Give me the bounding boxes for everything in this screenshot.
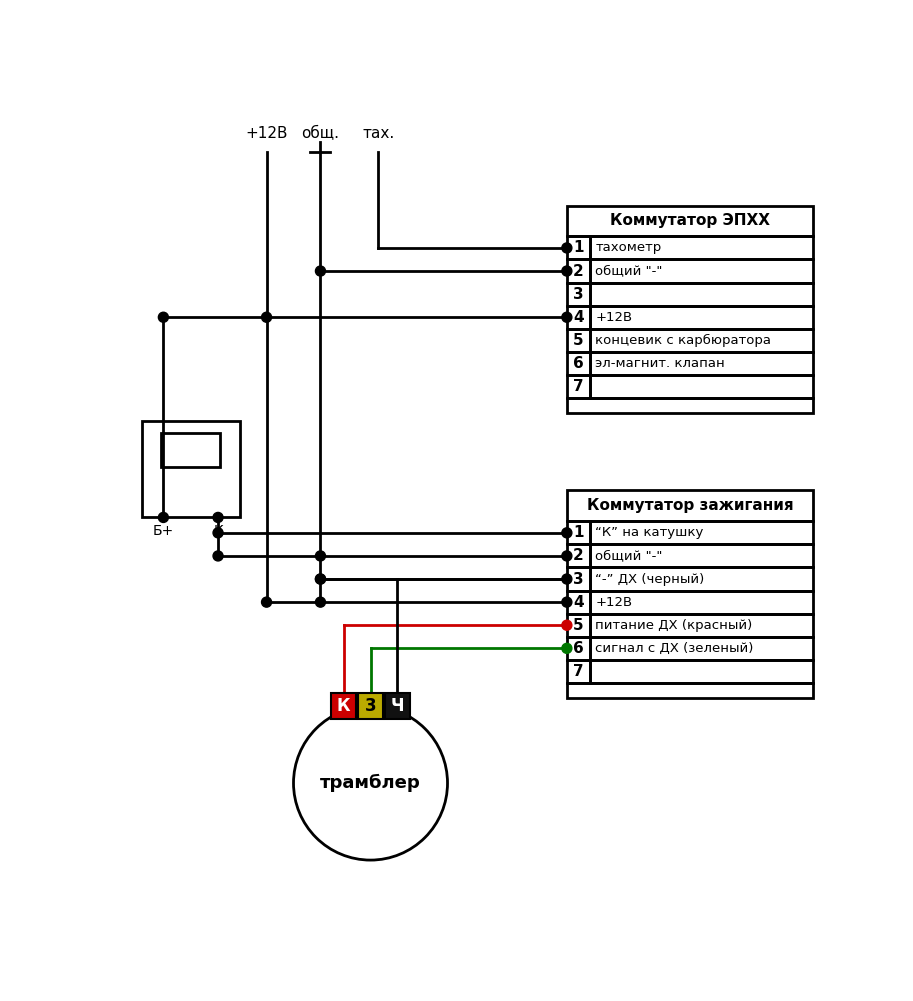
Text: Ч: Ч (391, 697, 404, 715)
Text: Коммутатор зажигания: Коммутатор зажигания (587, 498, 793, 514)
Circle shape (316, 266, 325, 276)
Text: концевик с карбюратора: концевик с карбюратора (595, 333, 771, 347)
Text: 4: 4 (573, 595, 583, 610)
Text: Б+: Б+ (152, 524, 174, 538)
Text: питание ДХ (красный): питание ДХ (красный) (595, 619, 752, 632)
Text: эл-магнит. клапан: эл-магнит. клапан (595, 357, 725, 370)
Circle shape (316, 574, 325, 584)
Bar (331, 694, 356, 719)
Circle shape (561, 528, 572, 538)
Text: +12В: +12В (595, 310, 633, 323)
Text: 2: 2 (573, 263, 583, 278)
Circle shape (561, 621, 572, 631)
Text: К: К (213, 524, 223, 538)
Text: 2: 2 (573, 549, 583, 564)
Text: +12В: +12В (246, 126, 288, 141)
Circle shape (213, 528, 223, 538)
Text: 3: 3 (364, 697, 376, 715)
Text: общ.: общ. (301, 126, 340, 141)
Text: трамблер: трамблер (320, 774, 421, 792)
Circle shape (561, 574, 572, 584)
Text: “-” ДХ (черный): “-” ДХ (черный) (595, 573, 705, 586)
Text: 6: 6 (573, 356, 583, 371)
Circle shape (261, 598, 271, 608)
Text: 1: 1 (573, 526, 583, 541)
Text: 7: 7 (573, 664, 583, 679)
Circle shape (158, 312, 168, 322)
Circle shape (561, 551, 572, 561)
Text: 3: 3 (573, 286, 583, 301)
Circle shape (561, 598, 572, 608)
Text: 5: 5 (573, 618, 583, 633)
Text: 1: 1 (573, 240, 583, 255)
Text: тахометр: тахометр (595, 241, 662, 254)
Circle shape (213, 551, 223, 561)
Text: 6: 6 (573, 641, 583, 656)
Circle shape (213, 513, 223, 523)
Text: 3: 3 (573, 572, 583, 587)
Circle shape (561, 266, 572, 276)
Text: общий "-": общий "-" (595, 264, 663, 277)
Text: К: К (337, 697, 351, 715)
Bar (384, 694, 410, 719)
Text: Коммутатор ЭПХХ: Коммутатор ЭПХХ (610, 213, 770, 228)
Text: сигнал с ДХ (зеленый): сигнал с ДХ (зеленый) (595, 642, 754, 655)
Text: 5: 5 (573, 333, 583, 347)
Circle shape (561, 243, 572, 253)
Circle shape (316, 551, 325, 561)
Circle shape (316, 574, 325, 584)
Text: 4: 4 (573, 309, 583, 324)
Text: 7: 7 (573, 379, 583, 394)
Circle shape (316, 598, 325, 608)
Text: +12В: +12В (595, 596, 633, 609)
Text: “К” на катушку: “К” на катушку (595, 527, 704, 540)
Circle shape (158, 513, 168, 523)
Circle shape (561, 644, 572, 654)
Text: общий "-": общий "-" (595, 550, 663, 563)
Bar (358, 694, 383, 719)
Circle shape (561, 312, 572, 322)
Circle shape (261, 312, 271, 322)
Text: тах.: тах. (362, 126, 394, 141)
